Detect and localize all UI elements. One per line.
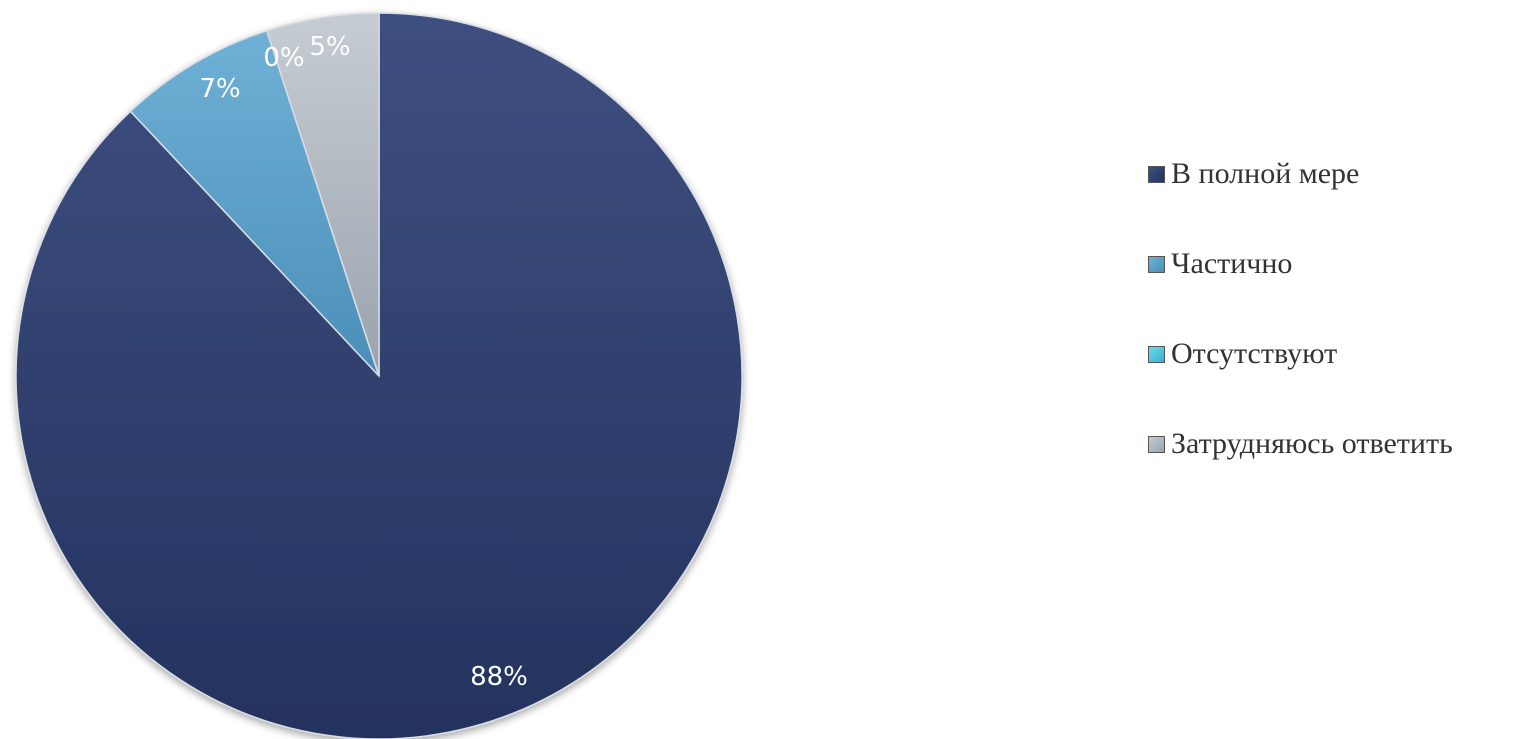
legend-label-partial: Частично <box>1171 247 1293 280</box>
legend: В полной мере Частично Отсутствуют Затру… <box>1148 129 1453 489</box>
legend-label-unsure: Затрудняюсь ответить <box>1171 427 1453 460</box>
data-label-full: 88% <box>470 662 528 692</box>
legend-swatch-unsure <box>1148 435 1165 453</box>
legend-label-full: В полной мере <box>1171 157 1360 190</box>
legend-item-partial: Частично <box>1148 219 1453 309</box>
pie-slice-partial <box>129 29 380 377</box>
data-label-absent: 0% <box>263 43 304 73</box>
data-label-partial: 7% <box>199 74 240 104</box>
legend-swatch-partial <box>1148 255 1165 273</box>
legend-label-absent: Отсутствуют <box>1171 337 1338 370</box>
legend-swatch-absent <box>1148 345 1165 363</box>
pie-data-labels: 88% 7% 0% 5% <box>199 32 528 692</box>
legend-item-full: В полной мере <box>1148 129 1453 219</box>
legend-item-unsure: Затрудняюсь ответить <box>1148 399 1453 489</box>
legend-item-absent: Отсутствуют <box>1148 309 1453 399</box>
pie-slice-unsure <box>265 12 380 377</box>
legend-swatch-full <box>1148 165 1165 183</box>
data-label-unsure: 5% <box>309 32 350 62</box>
pie-slices <box>15 12 743 739</box>
